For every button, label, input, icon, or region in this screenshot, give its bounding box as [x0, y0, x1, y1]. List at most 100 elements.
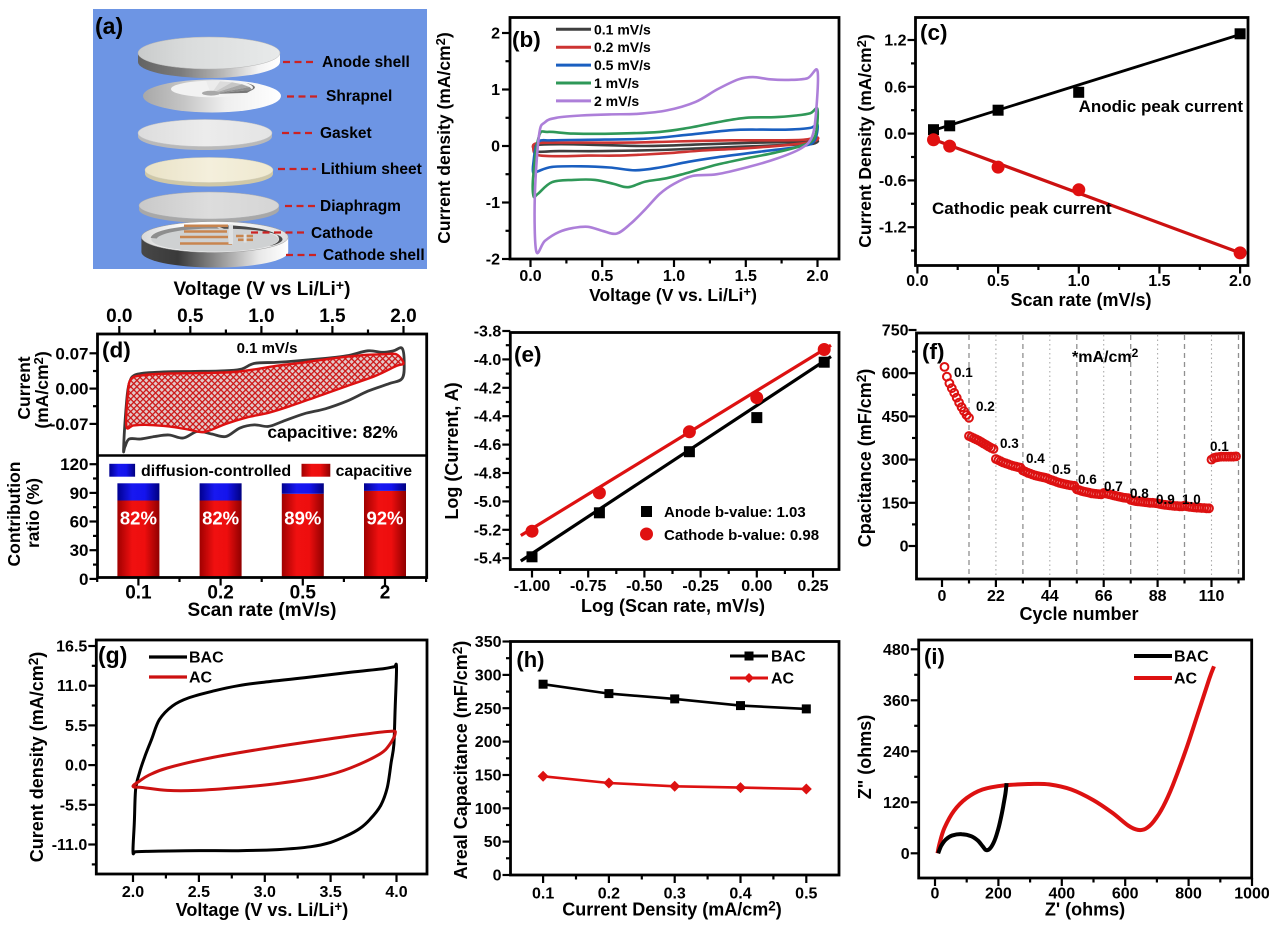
svg-text:-1.00: -1.00: [514, 578, 551, 595]
svg-text:50: 50: [484, 834, 502, 851]
svg-text:22: 22: [987, 588, 1005, 605]
svg-text:1.5: 1.5: [1148, 273, 1170, 290]
svg-text:0.8: 0.8: [1130, 486, 1149, 501]
svg-text:0.2: 0.2: [976, 399, 995, 414]
svg-text:1.0: 1.0: [663, 268, 685, 285]
svg-text:2 mV/s: 2 mV/s: [594, 93, 639, 109]
svg-text:-4.0: -4.0: [474, 352, 502, 369]
svg-text:(b): (b): [512, 27, 541, 52]
svg-text:0: 0: [931, 885, 940, 902]
svg-text:-0.6: -0.6: [879, 173, 907, 190]
svg-text:800: 800: [1175, 885, 1202, 902]
svg-text:16.5: 16.5: [56, 639, 87, 656]
svg-text:1 mV/s: 1 mV/s: [594, 75, 639, 91]
svg-text:0.1: 0.1: [1210, 439, 1229, 454]
svg-text:600: 600: [1112, 885, 1139, 902]
svg-text:1.0: 1.0: [1182, 492, 1201, 507]
svg-text:(g): (g): [98, 642, 127, 668]
svg-text:AC: AC: [189, 670, 213, 687]
svg-text:0.9: 0.9: [1156, 492, 1175, 507]
svg-text:Log (Current, A): Log (Current, A): [442, 382, 462, 519]
svg-text:100: 100: [475, 801, 502, 818]
svg-text:0.2 mV/s: 0.2 mV/s: [594, 39, 651, 55]
svg-text:30: 30: [70, 541, 89, 560]
svg-text:ratio (%): ratio (%): [23, 478, 43, 548]
svg-text:Lithium sheet: Lithium sheet: [321, 161, 422, 178]
svg-text:Z" (ohms): Z" (ohms): [855, 715, 875, 800]
svg-text:1.2: 1.2: [884, 33, 906, 50]
svg-text:-0.25: -0.25: [682, 578, 719, 595]
svg-text:1.0: 1.0: [248, 306, 274, 327]
svg-text:capacitive: capacitive: [336, 463, 413, 480]
svg-text:0.7: 0.7: [1104, 479, 1123, 494]
svg-text:44: 44: [1041, 588, 1059, 605]
svg-text:-5.0: -5.0: [474, 494, 502, 511]
svg-text:0.6: 0.6: [884, 79, 906, 96]
svg-text:-4.4: -4.4: [474, 409, 502, 426]
svg-text:2.5: 2.5: [188, 884, 210, 901]
svg-text:240: 240: [883, 744, 910, 761]
svg-text:(e): (e): [514, 342, 542, 367]
svg-text:Curent density (mA/cm2): Curent density (mA/cm2): [26, 652, 47, 863]
svg-text:600: 600: [882, 366, 909, 383]
svg-text:Current Density (mA/cm2): Current Density (mA/cm2): [854, 34, 875, 247]
svg-text:0: 0: [901, 846, 910, 863]
svg-text:11.0: 11.0: [57, 678, 87, 695]
svg-text:300: 300: [475, 667, 502, 684]
svg-text:-5.5: -5.5: [60, 797, 88, 814]
svg-text:2.0: 2.0: [122, 884, 144, 901]
svg-text:Anode shell: Anode shell: [322, 54, 410, 71]
svg-text:-4.2: -4.2: [474, 380, 502, 397]
svg-text:150: 150: [882, 495, 909, 512]
svg-text:Diaphragm: Diaphragm: [320, 198, 401, 215]
svg-text:0: 0: [900, 539, 909, 556]
svg-text:Shrapnel: Shrapnel: [326, 88, 392, 105]
svg-text:0.3: 0.3: [664, 885, 686, 902]
svg-text:2: 2: [491, 26, 500, 43]
svg-text:-5.2: -5.2: [474, 522, 502, 539]
svg-text:(i): (i): [924, 644, 945, 669]
svg-text:360: 360: [883, 693, 910, 710]
svg-text:(f): (f): [922, 339, 944, 364]
svg-text:5.5: 5.5: [65, 718, 87, 735]
svg-text:Areal Capacitance (mF/cm2): Areal Capacitance (mF/cm2): [450, 641, 471, 880]
svg-text:-0.50: -0.50: [626, 578, 663, 595]
svg-text:(a): (a): [95, 13, 123, 39]
svg-text:82%: 82%: [202, 507, 239, 528]
svg-text:0: 0: [938, 588, 947, 605]
svg-text:0.1: 0.1: [125, 583, 152, 604]
svg-text:0: 0: [491, 139, 500, 156]
svg-text:Gasket: Gasket: [320, 125, 372, 142]
svg-text:88: 88: [1149, 588, 1167, 605]
svg-text:BAC: BAC: [1174, 649, 1209, 666]
svg-text:0.25: 0.25: [797, 578, 828, 595]
svg-text:0.4: 0.4: [729, 885, 751, 902]
svg-text:Current Density (mA/cm2): Current Density (mA/cm2): [562, 898, 782, 919]
svg-text:Contribution: Contribution: [4, 462, 24, 567]
svg-text:4.0: 4.0: [385, 884, 407, 901]
svg-text:Cathodic peak current: Cathodic peak current: [932, 199, 1112, 218]
svg-text:3.5: 3.5: [319, 884, 341, 901]
svg-text:0: 0: [493, 868, 502, 885]
svg-text:82%: 82%: [120, 507, 157, 528]
svg-text:Voltage (V vs. Li/Li+): Voltage (V vs. Li/Li+): [589, 284, 757, 305]
svg-text:0.00: 0.00: [55, 380, 88, 399]
svg-text:1000: 1000: [1234, 885, 1269, 902]
svg-text:Scan rate (mV/s): Scan rate (mV/s): [1010, 290, 1151, 310]
svg-text:0.5: 0.5: [290, 583, 317, 604]
svg-text:-0.75: -0.75: [570, 578, 607, 595]
svg-text:0.5: 0.5: [795, 885, 817, 902]
svg-text:110: 110: [1199, 588, 1225, 605]
svg-text:Anodic peak current: Anodic peak current: [1079, 97, 1244, 116]
svg-text:0.1: 0.1: [954, 365, 973, 380]
svg-text:0: 0: [79, 570, 88, 589]
svg-text:-3.8: -3.8: [474, 324, 502, 341]
svg-text:Cycle number: Cycle number: [1019, 604, 1138, 624]
svg-text:AC: AC: [1174, 671, 1198, 688]
svg-text:0.3: 0.3: [1000, 436, 1019, 451]
svg-text:Log (Scan rate, mV/s): Log (Scan rate, mV/s): [581, 596, 765, 616]
svg-text:0.5: 0.5: [1052, 462, 1071, 477]
svg-text:400: 400: [1048, 885, 1075, 902]
svg-text:-0.07: -0.07: [50, 415, 89, 434]
svg-text:Cpacitance (mF/cm2): Cpacitance (mF/cm2): [854, 369, 875, 548]
